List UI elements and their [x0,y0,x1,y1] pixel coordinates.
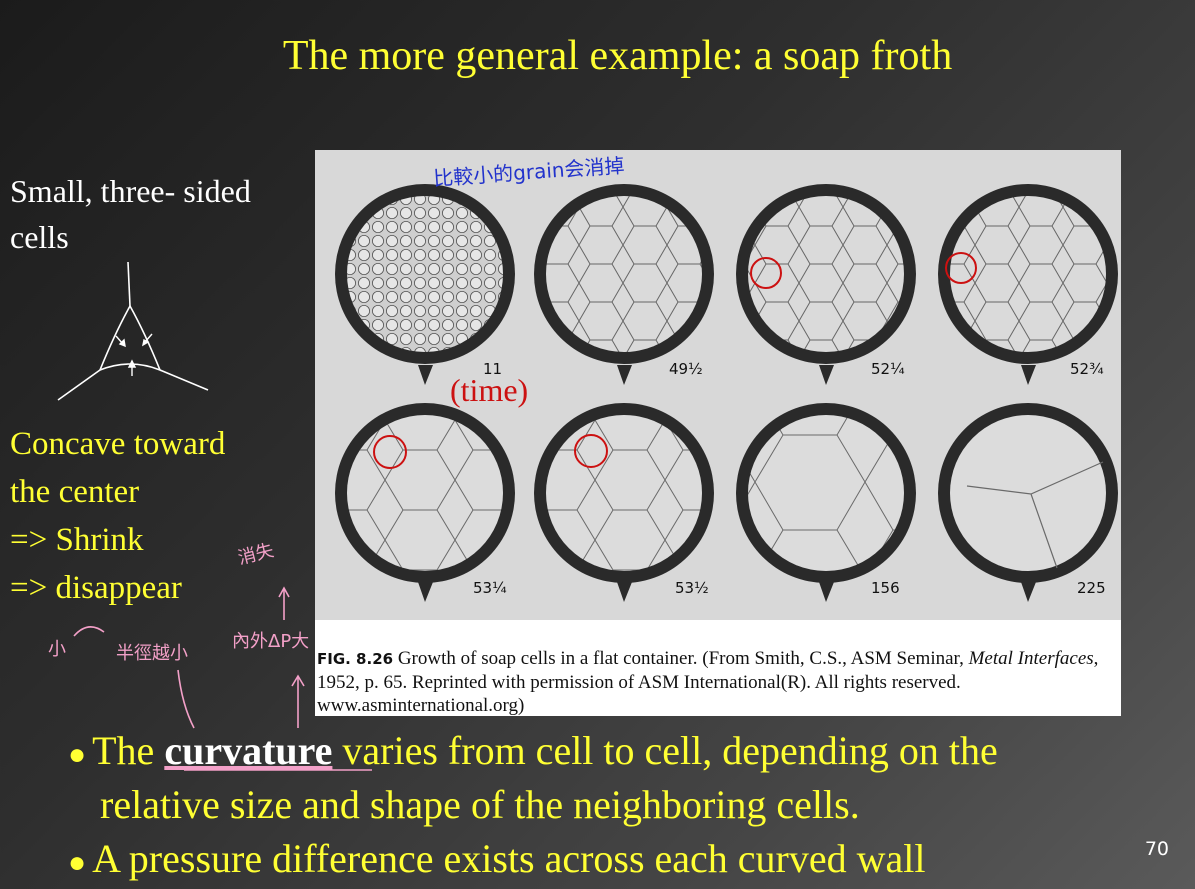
frame-3 [736,184,916,385]
note-smaller-radius: 半徑越小 [116,643,188,664]
page-number: 70 [1144,838,1169,860]
soap-froth-figure: 比較小的grain会消掉 11 49½ 52¼ 52¾ 53¼ 53½ 156 … [315,150,1121,716]
note-small: 小 [48,639,66,660]
concave-point-4: => disappear [10,570,182,606]
frame-6 [534,403,714,602]
frame-1 [335,184,515,385]
bullet-dot: ● [68,845,87,879]
caption-text: Growth of soap cells in a flat container… [393,648,969,669]
frame-label-3: 52¼ [871,360,905,378]
bullet-dot: ● [68,737,87,771]
concave-point-3: => Shrink [10,522,144,558]
slide-title: The more general example: a soap froth [282,33,953,79]
frame-label-6: 53½ [675,579,709,597]
bullet-1-pre: The [92,728,165,773]
bullet-2-text: A pressure difference exists across each… [92,836,926,881]
soap-froth-frames [315,150,1121,620]
frame-7 [736,403,916,602]
bullet-curvature-line-2: relative size and shape of the neighbori… [100,782,860,827]
bullet-1-post: varies from cell to cell, depending on t… [332,728,998,773]
caption-label: FIG. 8.26 [317,650,394,668]
side-heading-line2: cells [10,219,69,255]
frame-label-4: 52¾ [1070,360,1104,378]
bullet-curvature: ● The curvature varies from cell to cell,… [68,726,998,780]
time-label: (time) [450,372,529,408]
concave-point-1: Concave toward [10,426,226,462]
bullet-pressure: ● A pressure difference exists across eac… [68,834,925,888]
caption-text-2: , 1952, p. 65. Reprinted with permission… [317,648,1099,716]
frame-2 [534,184,714,385]
note-pressure-larger: 內外ΔP大 [232,631,310,652]
figure-caption: FIG. 8.26 Growth of soap cells in a flat… [315,647,1121,717]
frame-label-7: 156 [871,579,900,597]
three-sided-cell-diagram [57,261,209,401]
frame-label-2: 49½ [669,360,703,378]
frame-5 [335,403,515,602]
frame-8 [938,403,1118,602]
concave-point-2: the center [10,474,140,510]
side-heading-line1: Small, three- sided [10,173,251,209]
caption-italic: Metal Interfaces [968,648,1094,669]
frame-label-8: 225 [1077,579,1106,597]
bullet-1-keyword: curvature [164,728,333,773]
frame-label-5: 53¼ [473,579,507,597]
frame-label-1: 11 [483,360,503,378]
frame-4 [938,184,1118,385]
